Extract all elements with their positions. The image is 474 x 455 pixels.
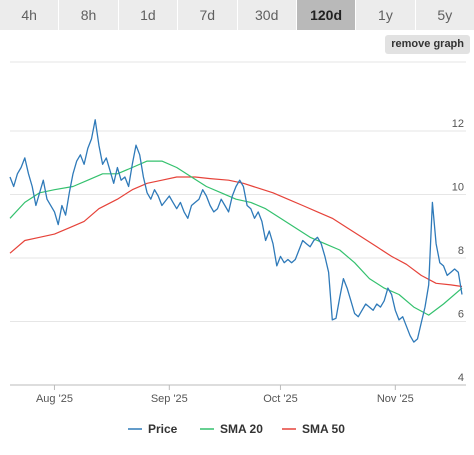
y-tick-label: 8 xyxy=(458,245,464,257)
tab-7d[interactable]: 7d xyxy=(178,0,238,30)
tab-1d[interactable]: 1d xyxy=(118,0,179,30)
legend-item-sma-20[interactable]: SMA 20 xyxy=(200,422,263,436)
tab-4h[interactable]: 4h xyxy=(0,0,60,30)
tab-8h[interactable]: 8h xyxy=(59,0,119,30)
grid-lines xyxy=(10,61,466,386)
legend-label: Price xyxy=(148,422,178,436)
x-axis-labels: Aug '25 Sep '25 Oct '25 Nov '25 xyxy=(36,385,414,405)
legend-item-sma-50[interactable]: SMA 50 xyxy=(282,422,345,436)
y-tick-label: 10 xyxy=(452,182,464,194)
x-tick-label: Nov '25 xyxy=(377,393,414,405)
chart-series xyxy=(9,119,463,343)
tab-1y[interactable]: 1y xyxy=(356,0,416,30)
series-line-price xyxy=(9,119,463,343)
y-tick-label: 12 xyxy=(452,118,464,130)
y-tick-label: 6 xyxy=(458,309,464,321)
tab-120d[interactable]: 120d xyxy=(296,0,357,30)
series-line-sma-50 xyxy=(9,176,463,288)
legend-label: SMA 20 xyxy=(220,422,263,436)
timeframe-tabs: 4h 8h 1d 7d 30d 120d 1y 5y xyxy=(0,0,474,30)
x-tick-label: Aug '25 xyxy=(36,393,73,405)
x-tick-label: Oct '25 xyxy=(263,393,298,405)
legend: Price SMA 20 SMA 50 xyxy=(128,422,345,436)
y-axis-labels: 4 6 8 10 12 xyxy=(452,118,464,384)
legend-item-price[interactable]: Price xyxy=(128,422,178,436)
remove-graph-button[interactable]: remove graph xyxy=(385,35,470,54)
legend-label: SMA 50 xyxy=(302,422,345,436)
series-line-sma-20 xyxy=(9,160,463,316)
tab-5y[interactable]: 5y xyxy=(415,0,474,30)
x-tick-label: Sep '25 xyxy=(151,393,188,405)
tab-30d[interactable]: 30d xyxy=(237,0,297,30)
y-tick-label: 4 xyxy=(458,372,464,384)
